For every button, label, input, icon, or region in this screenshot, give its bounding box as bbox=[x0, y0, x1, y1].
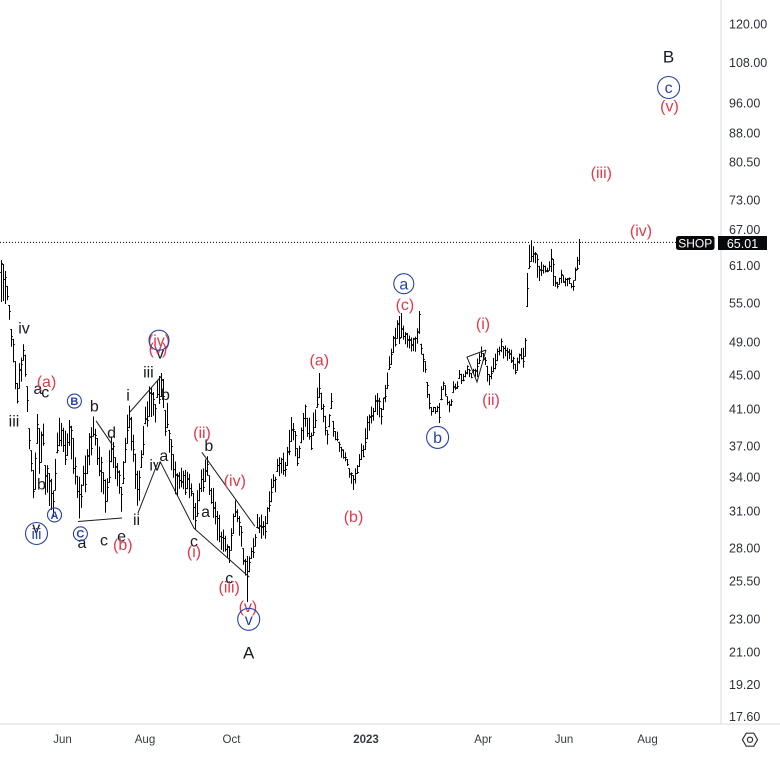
svg-text:(a): (a) bbox=[310, 353, 330, 370]
svg-text:a: a bbox=[399, 276, 408, 293]
svg-text:(v): (v) bbox=[239, 599, 258, 616]
svg-text:(i): (i) bbox=[476, 316, 490, 333]
svg-text:c: c bbox=[190, 534, 198, 551]
svg-text:Oct: Oct bbox=[223, 734, 242, 746]
svg-text:b: b bbox=[161, 387, 170, 404]
svg-text:a: a bbox=[159, 448, 168, 465]
svg-text:iii: iii bbox=[32, 526, 42, 543]
svg-text:c: c bbox=[100, 533, 108, 550]
svg-text:88.00: 88.00 bbox=[729, 126, 760, 140]
svg-text:(a): (a) bbox=[37, 374, 57, 391]
svg-text:67.00: 67.00 bbox=[729, 223, 760, 237]
svg-text:21.00: 21.00 bbox=[729, 645, 760, 659]
svg-text:(c): (c) bbox=[396, 297, 415, 314]
svg-text:65.01: 65.01 bbox=[727, 237, 758, 251]
svg-text:Aug: Aug bbox=[135, 734, 155, 746]
svg-text:b: b bbox=[433, 430, 442, 447]
svg-text:34.00: 34.00 bbox=[729, 470, 760, 484]
svg-text:19.20: 19.20 bbox=[729, 678, 760, 692]
svg-text:37.00: 37.00 bbox=[729, 439, 760, 453]
svg-text:(iv): (iv) bbox=[148, 333, 170, 350]
svg-text:120.00: 120.00 bbox=[729, 17, 767, 31]
svg-text:SHOP: SHOP bbox=[678, 237, 712, 251]
svg-text:(ii): (ii) bbox=[482, 392, 500, 409]
svg-text:a: a bbox=[201, 504, 210, 521]
svg-text:(v): (v) bbox=[660, 99, 679, 116]
svg-text:b: b bbox=[37, 477, 46, 494]
svg-text:B: B bbox=[663, 47, 674, 66]
svg-text:C: C bbox=[76, 529, 84, 541]
svg-text:80.50: 80.50 bbox=[729, 155, 760, 169]
svg-text:23.00: 23.00 bbox=[729, 612, 760, 626]
svg-text:b: b bbox=[204, 438, 213, 455]
svg-text:2023: 2023 bbox=[353, 734, 379, 746]
svg-text:Jun: Jun bbox=[555, 734, 574, 746]
svg-text:d: d bbox=[107, 425, 116, 442]
svg-text:c: c bbox=[665, 80, 673, 97]
svg-text:Jun: Jun bbox=[53, 734, 72, 746]
svg-text:(iii): (iii) bbox=[219, 580, 240, 597]
svg-text:49.00: 49.00 bbox=[729, 335, 760, 349]
svg-text:(iv): (iv) bbox=[224, 473, 246, 490]
svg-text:(i): (i) bbox=[187, 544, 201, 561]
svg-text:45.00: 45.00 bbox=[729, 368, 760, 382]
svg-text:v: v bbox=[156, 346, 164, 363]
svg-text:(iv): (iv) bbox=[630, 223, 652, 240]
svg-text:61.00: 61.00 bbox=[729, 259, 760, 273]
svg-text:(ii): (ii) bbox=[193, 425, 211, 442]
svg-text:(v): (v) bbox=[149, 341, 168, 358]
svg-text:a: a bbox=[34, 381, 43, 398]
svg-text:iv: iv bbox=[18, 321, 30, 338]
svg-text:iv: iv bbox=[149, 457, 161, 474]
svg-text:73.00: 73.00 bbox=[729, 193, 760, 207]
svg-text:31.00: 31.00 bbox=[729, 504, 760, 518]
svg-text:(b): (b) bbox=[344, 509, 364, 526]
svg-text:iii: iii bbox=[143, 364, 154, 381]
svg-text:A: A bbox=[243, 643, 255, 662]
svg-text:Apr: Apr bbox=[474, 734, 492, 746]
svg-text:c: c bbox=[225, 571, 233, 588]
svg-text:v: v bbox=[32, 520, 40, 537]
svg-text:c: c bbox=[41, 384, 49, 401]
svg-text:a: a bbox=[78, 535, 87, 552]
svg-text:41.00: 41.00 bbox=[729, 402, 760, 416]
svg-text:iii: iii bbox=[9, 414, 20, 431]
svg-text:e: e bbox=[117, 528, 126, 545]
svg-text:28.00: 28.00 bbox=[729, 541, 760, 555]
svg-text:17.60: 17.60 bbox=[729, 710, 760, 724]
svg-text:108.00: 108.00 bbox=[729, 56, 767, 70]
svg-text:ii: ii bbox=[133, 512, 140, 529]
svg-text:(b): (b) bbox=[113, 537, 133, 554]
svg-text:B: B bbox=[70, 396, 78, 408]
svg-text:96.00: 96.00 bbox=[729, 96, 760, 110]
svg-text:v: v bbox=[245, 612, 253, 629]
svg-text:25.50: 25.50 bbox=[729, 574, 760, 588]
svg-text:55.00: 55.00 bbox=[729, 296, 760, 310]
svg-text:i: i bbox=[126, 388, 130, 405]
svg-text:b: b bbox=[90, 398, 99, 415]
svg-text:A: A bbox=[51, 510, 59, 522]
svg-text:(iii): (iii) bbox=[591, 165, 612, 182]
svg-text:Aug: Aug bbox=[637, 734, 657, 746]
